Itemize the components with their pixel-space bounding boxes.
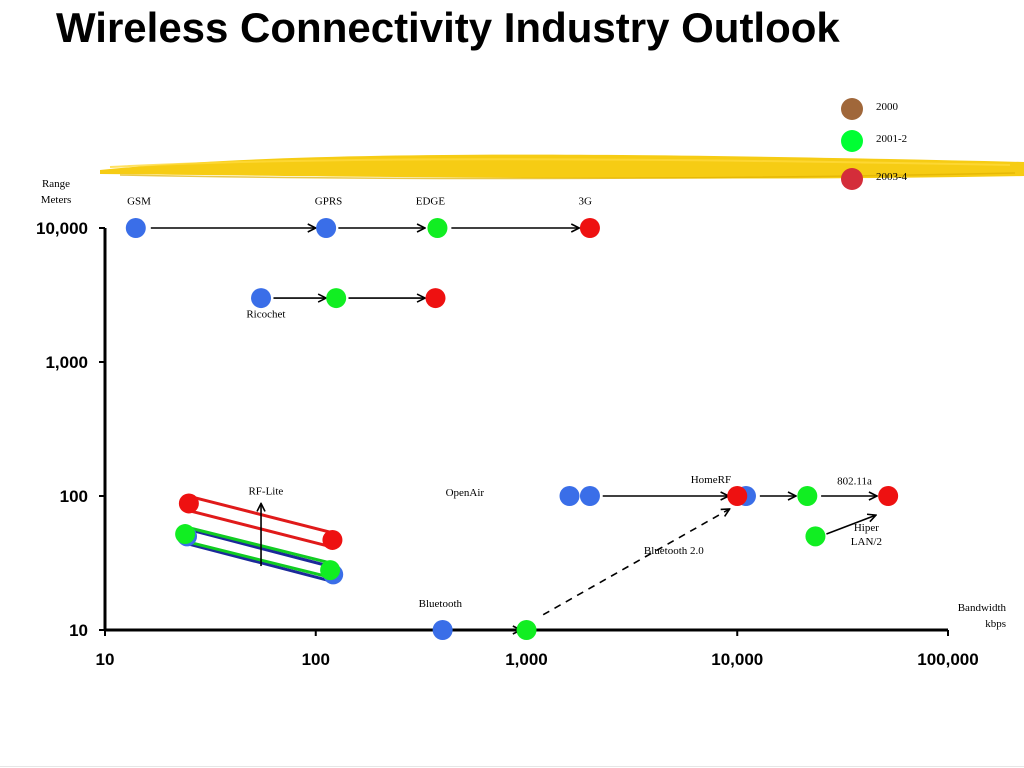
data-point-80211a [878, 486, 899, 506]
x-tick-label: 10 [96, 650, 115, 669]
data-point-openair-a [559, 486, 580, 506]
data-point-rflite-2003-a [178, 493, 199, 514]
data-label: 3G [579, 195, 593, 207]
data-label: GPRS [315, 195, 343, 207]
band-edge [190, 495, 335, 535]
dashed-arrow [542, 509, 729, 616]
band-edge [186, 508, 332, 549]
legend-label: 2001-2 [876, 133, 907, 145]
y-tick-label: 10,000 [36, 219, 88, 238]
footer-rule [0, 766, 1024, 767]
trend-arrows [150, 228, 877, 630]
rf-lite-bands [183, 495, 336, 583]
x-tick-label: 10,000 [711, 650, 763, 669]
data-label: OpenAir [446, 487, 485, 499]
data-label: GSM [127, 195, 151, 207]
data-point-gprs-2000 [316, 218, 337, 238]
x-axis-label: kbps [985, 618, 1006, 630]
data-point-rflite-2003-b [322, 529, 343, 550]
data-label: HomeRF [691, 474, 731, 486]
band-edge [186, 525, 333, 565]
y-tick-label: 100 [60, 487, 88, 506]
legend-marker [841, 98, 863, 120]
data-point-homerf-2001 [797, 486, 818, 506]
slide-title: Wireless Connectivity Industry Outlook [56, 4, 840, 51]
y-tick-label: 1,000 [45, 353, 88, 372]
x-tick-label: 100,000 [917, 650, 978, 669]
data-label: Bluetooth 2.0 [644, 545, 704, 557]
data-point-homerf-2003 [727, 486, 748, 506]
data-point-openair-b [579, 486, 600, 506]
data-point-gsm [125, 218, 146, 238]
legend-marker [841, 130, 863, 152]
x-tick-label: 1,000 [505, 650, 548, 669]
band-edge [183, 539, 329, 579]
data-point-rflite-2001-b [320, 560, 341, 581]
data-point-hiperlan2 [805, 526, 826, 547]
y-tick-label: 10 [69, 621, 88, 640]
legend-marker [841, 168, 863, 190]
data-label: EDGE [416, 195, 446, 207]
band-edge [184, 541, 332, 583]
highlighter-stroke [100, 154, 1024, 180]
legend: 2000 2001-2 2003-4 [841, 98, 908, 190]
x-axis-label: Bandwidth [958, 602, 1007, 614]
y-axis-label: Meters [41, 194, 72, 206]
data-point-bluetooth-2001 [516, 620, 537, 640]
trend-arrow [826, 515, 875, 535]
axes: 10 100 1,000 10,000 100,000 10 100 1,000 10,000 R… [36, 178, 1006, 669]
point-labels: GSM GPRS EDGE 3G Ricochet RF-Lite OpenAir HomeR… [127, 195, 882, 610]
data-point-bluetooth-2000 [432, 620, 453, 640]
data-label: 802.11a [837, 475, 872, 487]
data-point-ricochet-2001 [326, 288, 347, 309]
x-tick-label: 100 [302, 650, 330, 669]
data-label: Hiper [854, 522, 879, 534]
data-label: RF-Lite [248, 485, 283, 497]
data-label: Bluetooth [419, 598, 463, 610]
data-label: LAN/2 [851, 536, 882, 548]
legend-label: 2003-4 [876, 171, 908, 183]
y-axis-label: Range [42, 178, 70, 190]
data-point-ricochet-2000 [251, 288, 272, 309]
data-points [125, 218, 899, 640]
data-label: Ricochet [246, 308, 285, 320]
data-point-3g [579, 218, 600, 238]
legend-label: 2000 [876, 101, 899, 113]
data-point-rflite-2001-a [175, 524, 196, 545]
data-point-edge [427, 218, 448, 238]
data-point-ricochet-2003 [425, 288, 446, 309]
band-edge [188, 528, 336, 570]
